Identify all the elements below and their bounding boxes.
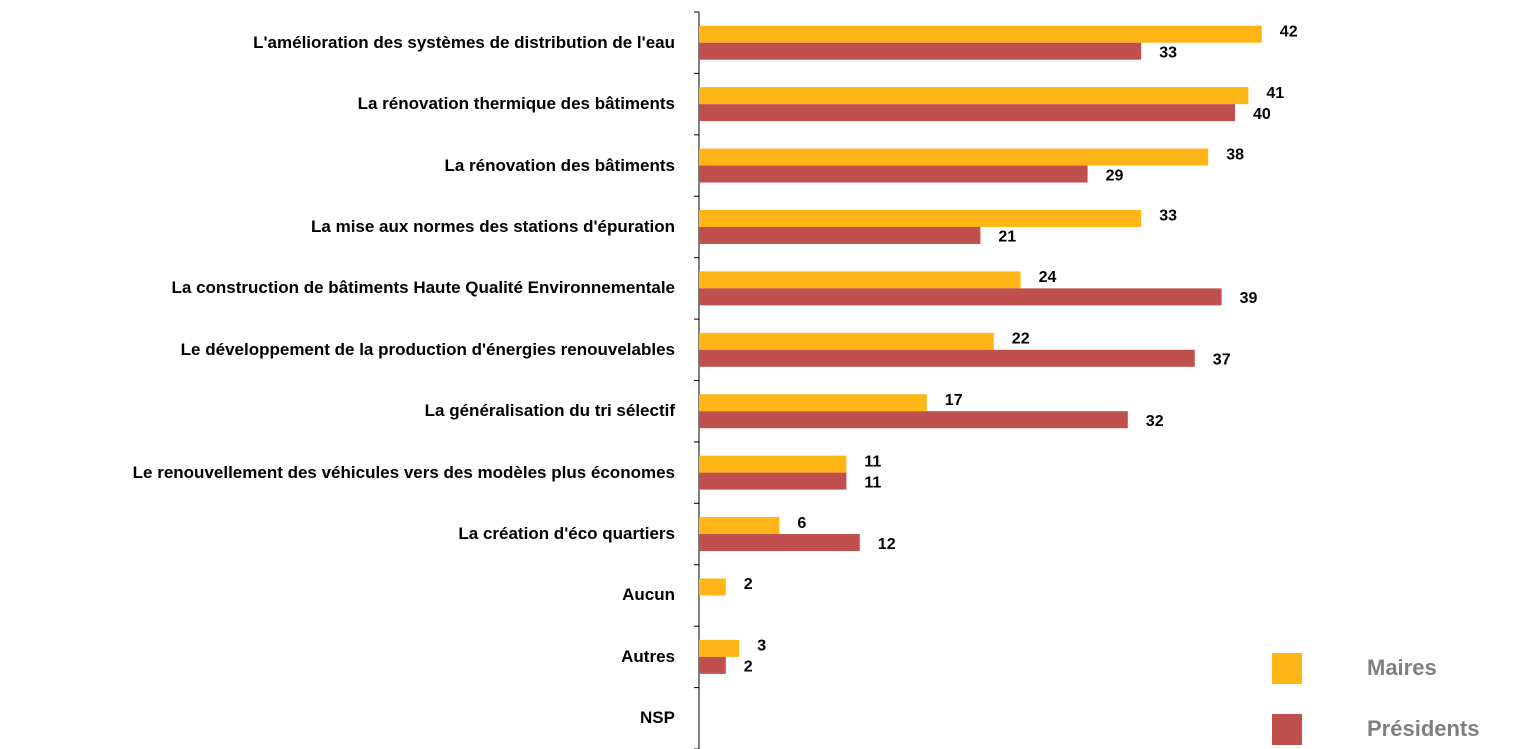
category-label: La rénovation thermique des bâtiments bbox=[35, 74, 675, 134]
category-text: La généralisation du tri sélectif bbox=[424, 401, 675, 421]
value-label: 37 bbox=[1213, 352, 1231, 369]
legend-swatch bbox=[1272, 653, 1302, 684]
bar bbox=[699, 104, 1235, 122]
value-label: 32 bbox=[1146, 413, 1164, 430]
bar bbox=[699, 165, 1088, 183]
value-label: 11 bbox=[864, 453, 881, 470]
category-text: Le renouvellement des véhicules vers des… bbox=[132, 462, 675, 482]
category-text: La création d'éco quartiers bbox=[458, 524, 675, 544]
value-label: 2 bbox=[744, 576, 753, 593]
legend-label: Présidents bbox=[1367, 716, 1480, 741]
category-text: NSP bbox=[640, 708, 675, 728]
legend-swatch bbox=[1272, 714, 1302, 745]
category-label: La mise aux normes des stations d'épurat… bbox=[35, 197, 675, 257]
category-label: La construction de bâtiments Haute Quali… bbox=[35, 258, 675, 318]
value-label: 42 bbox=[1280, 23, 1298, 40]
category-label: La création d'éco quartiers bbox=[35, 504, 675, 564]
bar bbox=[699, 87, 1249, 105]
category-text: Le développement de la production d'éner… bbox=[180, 339, 675, 359]
category-label: Le renouvellement des véhicules vers des… bbox=[35, 443, 675, 503]
bar bbox=[699, 578, 726, 596]
bar bbox=[699, 517, 780, 535]
category-text: La rénovation thermique des bâtiments bbox=[357, 94, 675, 114]
legend-label: Maires bbox=[1367, 655, 1437, 680]
bar bbox=[699, 394, 927, 412]
value-label: 41 bbox=[1266, 85, 1284, 102]
category-label: La rénovation des bâtiments bbox=[35, 136, 676, 196]
bar bbox=[699, 656, 726, 674]
value-label: 11 bbox=[864, 474, 881, 491]
value-label: 29 bbox=[1106, 167, 1124, 184]
value-label: 2 bbox=[744, 659, 753, 676]
category-label: Autres bbox=[35, 627, 675, 687]
bar bbox=[699, 349, 1195, 367]
value-label: 33 bbox=[1159, 44, 1177, 61]
category-label: NSP bbox=[35, 688, 675, 748]
category-text: La construction de bâtiments Haute Quali… bbox=[171, 278, 675, 298]
bar bbox=[699, 534, 860, 552]
value-label: 6 bbox=[797, 515, 806, 532]
value-label: 33 bbox=[1159, 208, 1177, 225]
value-label: 40 bbox=[1253, 106, 1271, 123]
bar bbox=[699, 209, 1142, 227]
category-label: Aucun bbox=[35, 565, 675, 625]
bar bbox=[699, 148, 1209, 166]
category-text: Aucun bbox=[622, 585, 675, 605]
value-label: 3 bbox=[757, 638, 766, 655]
value-label: 12 bbox=[878, 536, 896, 553]
category-text: La rénovation des bâtiments bbox=[444, 155, 676, 175]
bar bbox=[699, 42, 1142, 60]
bar bbox=[699, 25, 1262, 43]
value-label: 38 bbox=[1226, 146, 1244, 163]
bar bbox=[699, 455, 847, 473]
bar bbox=[699, 411, 1128, 429]
value-label: 17 bbox=[945, 392, 963, 409]
value-label: 22 bbox=[1012, 331, 1030, 348]
bar bbox=[699, 332, 994, 350]
bar bbox=[699, 288, 1222, 306]
value-label: 24 bbox=[1039, 269, 1057, 286]
value-label: 39 bbox=[1240, 290, 1258, 307]
value-label: 21 bbox=[998, 229, 1016, 246]
category-text: Autres bbox=[621, 646, 675, 666]
category-text: L'amélioration des systèmes de distribut… bbox=[253, 32, 675, 52]
category-label: La généralisation du tri sélectif bbox=[35, 381, 675, 441]
bar bbox=[699, 472, 847, 490]
bar bbox=[699, 226, 981, 244]
category-text: La mise aux normes des stations d'épurat… bbox=[311, 216, 675, 236]
category-label: Le développement de la production d'éner… bbox=[35, 320, 675, 380]
category-label: L'amélioration des systèmes de distribut… bbox=[35, 13, 675, 73]
bar bbox=[699, 639, 740, 657]
bar bbox=[699, 271, 1021, 289]
